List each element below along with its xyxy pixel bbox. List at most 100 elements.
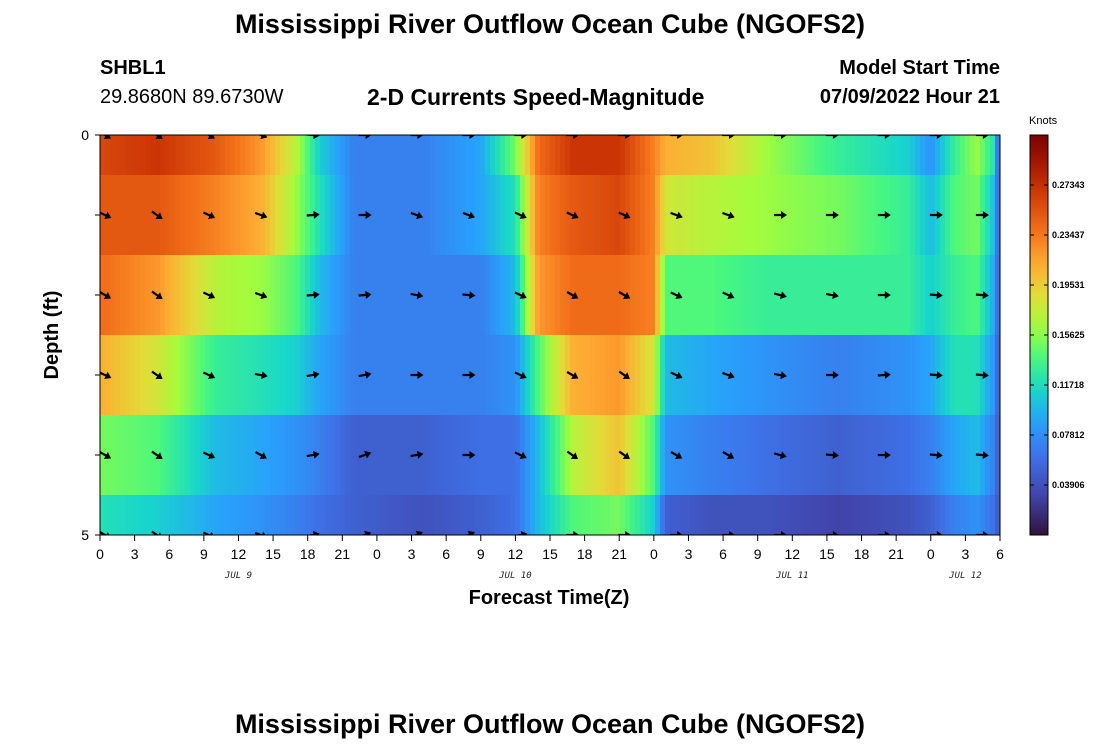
current-arrow bbox=[722, 371, 735, 380]
heatmap-cell bbox=[440, 175, 446, 256]
heatmap-cell bbox=[785, 175, 791, 256]
heatmap-cell bbox=[600, 495, 606, 535]
heatmap-cell bbox=[375, 415, 381, 496]
x-tick-label: 18 bbox=[300, 546, 316, 562]
heatmap-cell bbox=[760, 135, 766, 176]
heatmap-cell bbox=[110, 175, 116, 256]
heatmap-cell bbox=[715, 175, 721, 256]
heatmap-cell bbox=[250, 415, 256, 496]
heatmap-cell bbox=[350, 495, 356, 535]
heatmap-cell bbox=[480, 335, 486, 416]
heatmap-cell bbox=[155, 135, 161, 176]
heatmap-cell bbox=[295, 335, 301, 416]
heatmap-cell bbox=[300, 135, 306, 176]
heatmap-cell bbox=[620, 495, 626, 535]
heatmap-cell bbox=[100, 175, 106, 256]
current-arrow bbox=[306, 370, 320, 379]
heatmap-cell bbox=[290, 335, 296, 416]
heatmap-cell bbox=[700, 495, 706, 535]
heatmap-cell bbox=[665, 335, 671, 416]
heatmap-cell bbox=[575, 335, 581, 416]
heatmap-cell bbox=[275, 335, 281, 416]
x-tick-label: 12 bbox=[508, 546, 524, 562]
heatmap-cell bbox=[330, 135, 336, 176]
heatmap-cell bbox=[790, 415, 796, 496]
heatmap-cell bbox=[490, 495, 496, 535]
heatmap-cell bbox=[425, 495, 431, 535]
heatmap-cell bbox=[195, 135, 201, 176]
heatmap-cell bbox=[310, 135, 316, 176]
heatmap-cell bbox=[790, 495, 796, 535]
heatmap-cell bbox=[715, 415, 721, 496]
heatmap-cell bbox=[870, 135, 876, 176]
heatmap-cell bbox=[215, 335, 221, 416]
heatmap-cell bbox=[540, 175, 546, 256]
heatmap-cell bbox=[535, 335, 541, 416]
heatmap-cell bbox=[740, 335, 746, 416]
heatmap-cell bbox=[290, 495, 296, 535]
heatmap-cell bbox=[695, 255, 701, 336]
heatmap-cell bbox=[480, 255, 486, 336]
heatmap-cell bbox=[350, 255, 356, 336]
heatmap-cell bbox=[375, 135, 381, 176]
heatmap-cell bbox=[970, 135, 976, 176]
heatmap-cell bbox=[480, 495, 486, 535]
heatmap-cell bbox=[180, 135, 186, 176]
heatmap-cell bbox=[115, 335, 121, 416]
current-arrow bbox=[100, 291, 112, 299]
heatmap-cell bbox=[645, 135, 651, 176]
current-arrow bbox=[566, 531, 580, 535]
x-date-label: JUL 10 bbox=[498, 571, 532, 581]
heatmap-cell bbox=[575, 175, 581, 256]
heatmap-cell bbox=[500, 495, 506, 535]
heatmap-cell bbox=[945, 135, 951, 176]
current-arrow bbox=[462, 291, 476, 300]
heatmap-cell bbox=[840, 135, 846, 176]
heatmap-cell bbox=[400, 495, 406, 535]
heatmap-cell bbox=[265, 335, 271, 416]
heatmap-cell bbox=[340, 335, 346, 416]
heatmap-cell bbox=[680, 415, 686, 496]
heatmap-cell bbox=[345, 495, 351, 535]
current-arrow bbox=[670, 291, 683, 300]
heatmap-cell bbox=[100, 495, 106, 535]
heatmap-cell bbox=[600, 175, 606, 256]
heatmap-cell bbox=[590, 335, 596, 416]
heatmap-cell bbox=[740, 415, 746, 496]
heatmap-cell bbox=[995, 135, 1000, 176]
heatmap-cell bbox=[200, 415, 206, 496]
heatmap-cell bbox=[355, 415, 361, 496]
heatmap-cell bbox=[460, 175, 466, 256]
heatmap-cell bbox=[220, 335, 226, 416]
heatmap-cell bbox=[595, 175, 601, 256]
heatmap-cell bbox=[685, 255, 691, 336]
current-arrow bbox=[773, 451, 787, 460]
current-arrow bbox=[566, 211, 579, 220]
heatmap-cell bbox=[105, 495, 111, 535]
heatmap-cell bbox=[385, 175, 391, 256]
heatmap-cell bbox=[890, 495, 896, 535]
heatmap-cell bbox=[430, 175, 436, 256]
heatmap-cell bbox=[595, 135, 601, 176]
heatmap-cell bbox=[370, 135, 376, 176]
heatmap-cell bbox=[150, 255, 156, 336]
heatmap-cell bbox=[815, 255, 821, 336]
heatmap-cell bbox=[390, 335, 396, 416]
current-arrow bbox=[877, 451, 891, 459]
heatmap-cell bbox=[795, 335, 801, 416]
heatmap-cell bbox=[685, 415, 691, 496]
y-tick-label: 0 bbox=[81, 127, 89, 143]
heatmap-cell bbox=[195, 495, 201, 535]
heatmap-cell bbox=[550, 335, 556, 416]
heatmap-cell bbox=[940, 135, 946, 176]
heatmap-cells bbox=[100, 135, 1000, 535]
heatmap-cell bbox=[495, 255, 501, 336]
heatmap-cell bbox=[865, 335, 871, 416]
heatmap-cell bbox=[915, 335, 921, 416]
heatmap-cell bbox=[285, 135, 291, 176]
heatmap-cell bbox=[240, 135, 246, 176]
heatmap-cell bbox=[655, 135, 661, 176]
heatmap-cell bbox=[270, 135, 276, 176]
x-date-label: JUL 12 bbox=[948, 571, 982, 581]
heatmap-cell bbox=[175, 135, 181, 176]
